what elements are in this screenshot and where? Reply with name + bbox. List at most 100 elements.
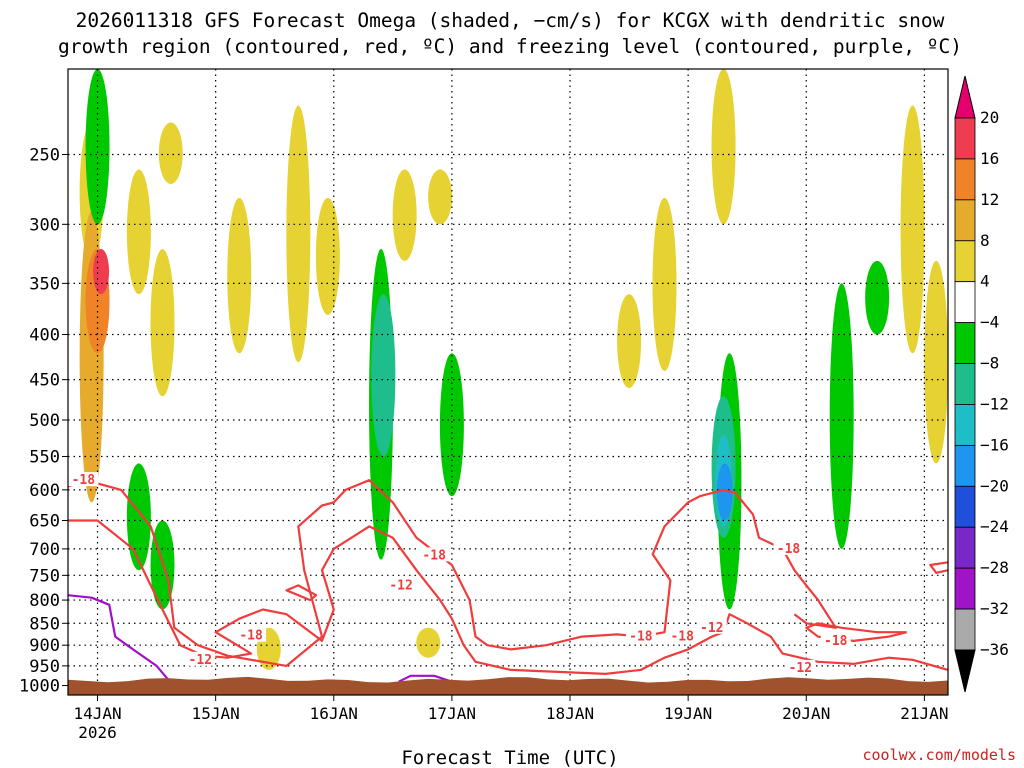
y-tick-label-950: 950 bbox=[29, 657, 60, 677]
omega-shade-7 bbox=[392, 169, 417, 261]
colorbar-swatch-2 bbox=[954, 199, 976, 242]
contour-label-bg-8 bbox=[773, 540, 804, 555]
contour-freezing-level-a bbox=[68, 594, 170, 681]
colorbar: 20 16 12 8 4 −4 −8 −12 −16 −20 −24 −28 −32 −36 bbox=[954, 75, 1009, 693]
colorbar-swatch-11 bbox=[954, 567, 976, 610]
colorbar-swatch-12 bbox=[954, 608, 976, 651]
y-tick-label-850: 850 bbox=[29, 614, 60, 634]
contour-label-2: -12 bbox=[389, 578, 412, 593]
colorbar-label-3: 8 bbox=[980, 231, 990, 250]
y-tick-label-1000: 1000 bbox=[19, 677, 60, 697]
y-tick-label-450: 450 bbox=[29, 371, 60, 391]
omega-shade-5 bbox=[286, 105, 311, 363]
contour-dendritic-18-d bbox=[929, 561, 948, 574]
contour-label-10: -12 bbox=[789, 661, 812, 676]
omega-shade-30 bbox=[716, 463, 733, 521]
contour-label-bg-2 bbox=[386, 577, 417, 592]
credit-text: coolwx.com/models bbox=[862, 746, 1016, 764]
contour-label-1: -18 bbox=[422, 548, 446, 563]
x-axis: 14JAN 15JAN 16JAN 17JAN 18JAN 19JAN 20JAN 21JAN… bbox=[73, 695, 948, 742]
colorbar-swatch-6 bbox=[954, 363, 976, 405]
omega-shade-20 bbox=[126, 463, 151, 571]
y-tick-label-600: 600 bbox=[29, 481, 60, 501]
contour-label-9: -18 bbox=[824, 634, 848, 649]
colorbar-label-11: −28 bbox=[980, 558, 1009, 577]
omega-shade-4 bbox=[227, 197, 252, 354]
colorbar-label-7: −12 bbox=[980, 394, 1009, 413]
x-axis-label: Forecast Time (UTC) bbox=[401, 747, 618, 768]
omega-shade-3 bbox=[158, 122, 183, 184]
omega-shade-9 bbox=[617, 294, 642, 389]
contour-label-0: -18 bbox=[72, 473, 96, 488]
colorbar-label-6: −8 bbox=[980, 354, 999, 373]
contour-dendritic-12-a bbox=[68, 519, 948, 676]
y-tick-label-500: 500 bbox=[29, 411, 60, 431]
omega-shade-8 bbox=[428, 169, 453, 225]
omega-shade-12 bbox=[900, 105, 925, 354]
grid-lines bbox=[68, 69, 948, 695]
colorbar-label-10: −24 bbox=[980, 517, 1009, 536]
colorbar-label-1: 16 bbox=[980, 149, 999, 168]
omega-shade-13 bbox=[924, 260, 948, 464]
x-tick-label-7: 21JAN bbox=[900, 704, 948, 723]
colorbar-label-2: 12 bbox=[980, 190, 999, 209]
colorbar-label-12: −32 bbox=[980, 599, 1009, 618]
contour-label-bg-6 bbox=[667, 628, 698, 643]
omega-shade-27 bbox=[371, 294, 396, 457]
y-tick-label-700: 700 bbox=[29, 540, 60, 560]
colorbar-swatch-0 bbox=[954, 117, 976, 160]
colorbar-swatch-1 bbox=[954, 158, 976, 201]
chart-title-line-1: 2026011318 GFS Forecast Omega (shaded, −… bbox=[76, 9, 945, 32]
contour-dendritic-18-c bbox=[285, 584, 318, 602]
y-tick-label-300: 300 bbox=[29, 215, 60, 235]
omega-shading-layer bbox=[79, 69, 948, 670]
omega-shade-26 bbox=[865, 260, 890, 335]
plot-frame bbox=[67, 68, 949, 696]
colorbar-label-8: −16 bbox=[980, 435, 1009, 454]
contour-dendritic-18-b bbox=[805, 622, 907, 643]
colorbar-swatch-10 bbox=[954, 526, 976, 569]
contour-label-bg-5 bbox=[625, 628, 656, 643]
contour-label-3: -18 bbox=[239, 629, 263, 644]
contour-label-bg-9 bbox=[820, 632, 851, 647]
contour-label-bg-0 bbox=[68, 472, 99, 487]
omega-shade-15 bbox=[416, 627, 441, 658]
y-tick-label-550: 550 bbox=[29, 448, 60, 468]
y-tick-label-650: 650 bbox=[29, 512, 60, 532]
terrain-surface bbox=[68, 676, 948, 695]
colorbar-swatch-5 bbox=[954, 322, 976, 364]
chart-title: 2026011318 GFS Forecast Omega (shaded, −… bbox=[58, 9, 962, 58]
colorbar-label-13: −36 bbox=[980, 640, 1009, 659]
y-tick-label-400: 400 bbox=[29, 326, 60, 346]
y-tick-label-250: 250 bbox=[29, 145, 60, 165]
colorbar-swatch-3 bbox=[954, 240, 976, 283]
omega-shade-6 bbox=[315, 197, 340, 315]
x-tick-label-5: 19JAN bbox=[664, 704, 712, 723]
colorbar-swatch-7 bbox=[954, 404, 976, 446]
colorbar-label-0: 20 bbox=[980, 108, 999, 127]
x-tick-label-4: 18JAN bbox=[546, 704, 594, 723]
omega-shade-18 bbox=[93, 249, 110, 295]
contour-freezing-level-b bbox=[398, 674, 453, 683]
contour-label-4: -12 bbox=[189, 653, 212, 668]
x-tick-label-0: 14JAN bbox=[73, 704, 121, 723]
contour-label-bg-1 bbox=[419, 547, 450, 562]
omega-shade-10 bbox=[652, 197, 677, 372]
contour-dendritic-18-a bbox=[68, 479, 837, 668]
contour-label-bg-4 bbox=[185, 651, 216, 666]
colorbar-top-arrow bbox=[954, 75, 976, 119]
y-axis: 2503003504004505005506006507007508008509… bbox=[19, 145, 68, 697]
terrain-layer bbox=[68, 676, 948, 695]
contour-label-bg-3 bbox=[236, 627, 267, 642]
contour-label-7: -12 bbox=[700, 621, 723, 636]
x-tick-label-1: 15JAN bbox=[192, 704, 240, 723]
x-tick-label-3: 17JAN bbox=[428, 704, 476, 723]
colorbar-swatch-8 bbox=[954, 444, 976, 487]
chart-title-line-2: growth region (contoured, red, ºC) and f… bbox=[58, 35, 962, 58]
omega-shade-23 bbox=[439, 353, 464, 497]
omega-shade-25 bbox=[829, 283, 854, 549]
colorbar-label-5: −4 bbox=[980, 313, 999, 332]
y-tick-label-350: 350 bbox=[29, 274, 60, 294]
omega-shade-2 bbox=[150, 249, 175, 397]
